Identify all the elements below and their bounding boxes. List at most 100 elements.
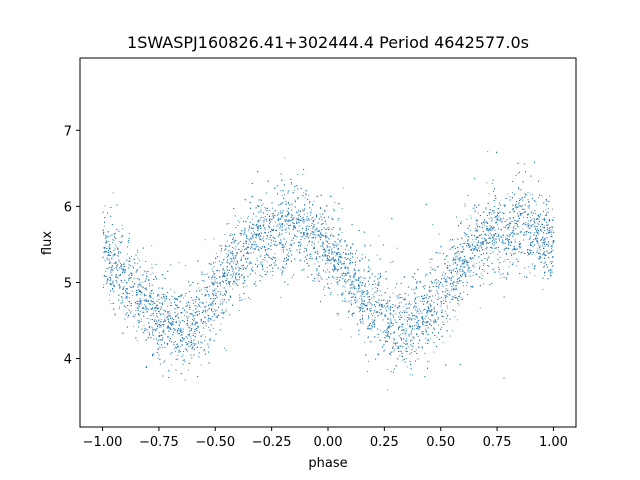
data-point: [474, 239, 476, 241]
data-point: [211, 315, 213, 317]
data-point: [316, 259, 317, 261]
data-point: [368, 283, 370, 285]
data-point: [504, 259, 506, 261]
data-point: [457, 278, 459, 279]
data-point: [200, 341, 202, 343]
data-point: [534, 229, 536, 231]
data-point: [112, 192, 114, 194]
data-point: [139, 310, 141, 312]
data-point: [422, 331, 424, 333]
data-point: [350, 299, 352, 301]
data-point: [540, 225, 542, 227]
data-point: [400, 317, 402, 318]
data-point: [153, 315, 155, 317]
data-point: [319, 274, 321, 276]
data-point: [538, 197, 540, 199]
data-point: [541, 195, 543, 197]
data-point: [416, 296, 418, 298]
data-point: [299, 230, 301, 232]
data-point: [479, 261, 481, 263]
data-point: [535, 204, 537, 206]
data-point: [452, 247, 454, 249]
data-point: [174, 291, 176, 293]
data-point: [186, 325, 188, 327]
data-point: [356, 287, 358, 289]
data-point: [348, 291, 350, 293]
data-point: [184, 348, 186, 350]
data-point: [370, 324, 372, 326]
data-point: [392, 346, 393, 348]
data-point: [515, 220, 517, 222]
data-point: [133, 325, 134, 327]
data-point: [194, 314, 196, 316]
data-point: [247, 216, 249, 218]
data-point: [488, 234, 490, 236]
data-point: [361, 253, 363, 255]
data-point: [329, 287, 331, 289]
data-point: [345, 249, 346, 250]
data-point: [330, 282, 332, 284]
data-point: [198, 287, 200, 289]
data-point: [352, 315, 354, 317]
data-point: [534, 226, 535, 228]
data-point: [284, 229, 286, 231]
data-point: [178, 262, 180, 263]
data-point: [418, 324, 420, 326]
data-point: [225, 301, 227, 303]
data-point: [327, 245, 329, 247]
data-point: [336, 246, 338, 248]
data-point: [326, 278, 328, 280]
data-point: [285, 231, 287, 233]
data-point: [482, 265, 484, 266]
data-point: [263, 236, 265, 238]
data-point: [384, 349, 386, 351]
data-point: [251, 218, 253, 220]
data-point: [528, 224, 530, 226]
data-point: [483, 270, 485, 272]
data-point: [232, 240, 234, 242]
data-point: [288, 252, 290, 254]
data-point: [238, 268, 240, 270]
data-point: [188, 340, 190, 342]
data-point: [445, 294, 447, 296]
data-point: [378, 235, 380, 237]
data-point: [415, 321, 417, 323]
data-point: [205, 323, 207, 324]
data-point: [324, 295, 326, 296]
data-point: [433, 329, 435, 330]
data-point: [336, 276, 338, 278]
data-point: [365, 290, 367, 292]
data-point: [182, 354, 184, 356]
data-point: [454, 316, 456, 318]
data-point: [350, 248, 352, 249]
data-point: [281, 212, 283, 214]
data-point: [524, 231, 526, 233]
data-point: [447, 276, 449, 278]
data-point: [284, 246, 286, 248]
data-point: [483, 212, 485, 214]
data-point: [403, 299, 405, 301]
data-point: [186, 323, 187, 325]
data-point: [138, 284, 140, 286]
data-point: [336, 263, 338, 265]
data-point: [464, 242, 466, 244]
data-point: [196, 329, 198, 331]
data-point: [371, 319, 373, 321]
data-point: [255, 215, 257, 217]
data-point: [368, 360, 369, 362]
data-point: [288, 228, 290, 230]
data-point: [183, 337, 185, 339]
data-point: [503, 243, 505, 245]
data-point: [233, 271, 235, 273]
data-point: [266, 267, 268, 269]
data-point: [168, 336, 170, 338]
data-point: [344, 279, 346, 281]
data-point: [108, 299, 110, 301]
data-point: [486, 182, 488, 184]
data-point: [507, 271, 509, 273]
data-point: [410, 288, 412, 290]
data-point: [415, 349, 417, 351]
data-point: [142, 281, 144, 283]
data-point: [506, 254, 507, 255]
data-point: [327, 262, 329, 264]
